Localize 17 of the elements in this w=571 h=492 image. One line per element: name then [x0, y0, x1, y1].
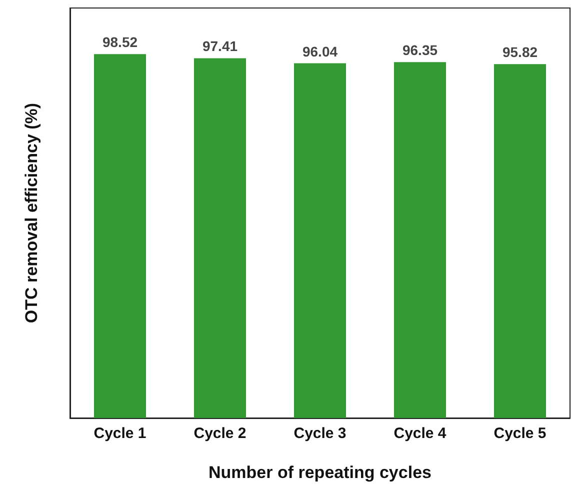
x-tick-label: Cycle 5: [494, 425, 546, 442]
x-tick-label: Cycle 4: [394, 425, 447, 442]
x-axis-title: Number of repeating cycles: [208, 463, 432, 482]
data-label: 96.35: [402, 42, 438, 58]
data-label: 97.41: [202, 38, 238, 54]
data-label: 98.52: [102, 34, 138, 50]
data-label: 95.82: [502, 44, 538, 60]
bar: [194, 58, 246, 418]
data-label: 96.04: [302, 43, 338, 60]
bar: [394, 62, 446, 418]
bar: [94, 54, 146, 418]
x-tick-label: Cycle 3: [294, 425, 346, 442]
bar: [494, 64, 546, 418]
x-tick-label: Cycle 1: [94, 425, 146, 442]
y-axis-title: OTC removal efficiency (%): [22, 102, 41, 324]
bar: [294, 63, 346, 418]
x-tick-label: Cycle 2: [194, 425, 246, 442]
